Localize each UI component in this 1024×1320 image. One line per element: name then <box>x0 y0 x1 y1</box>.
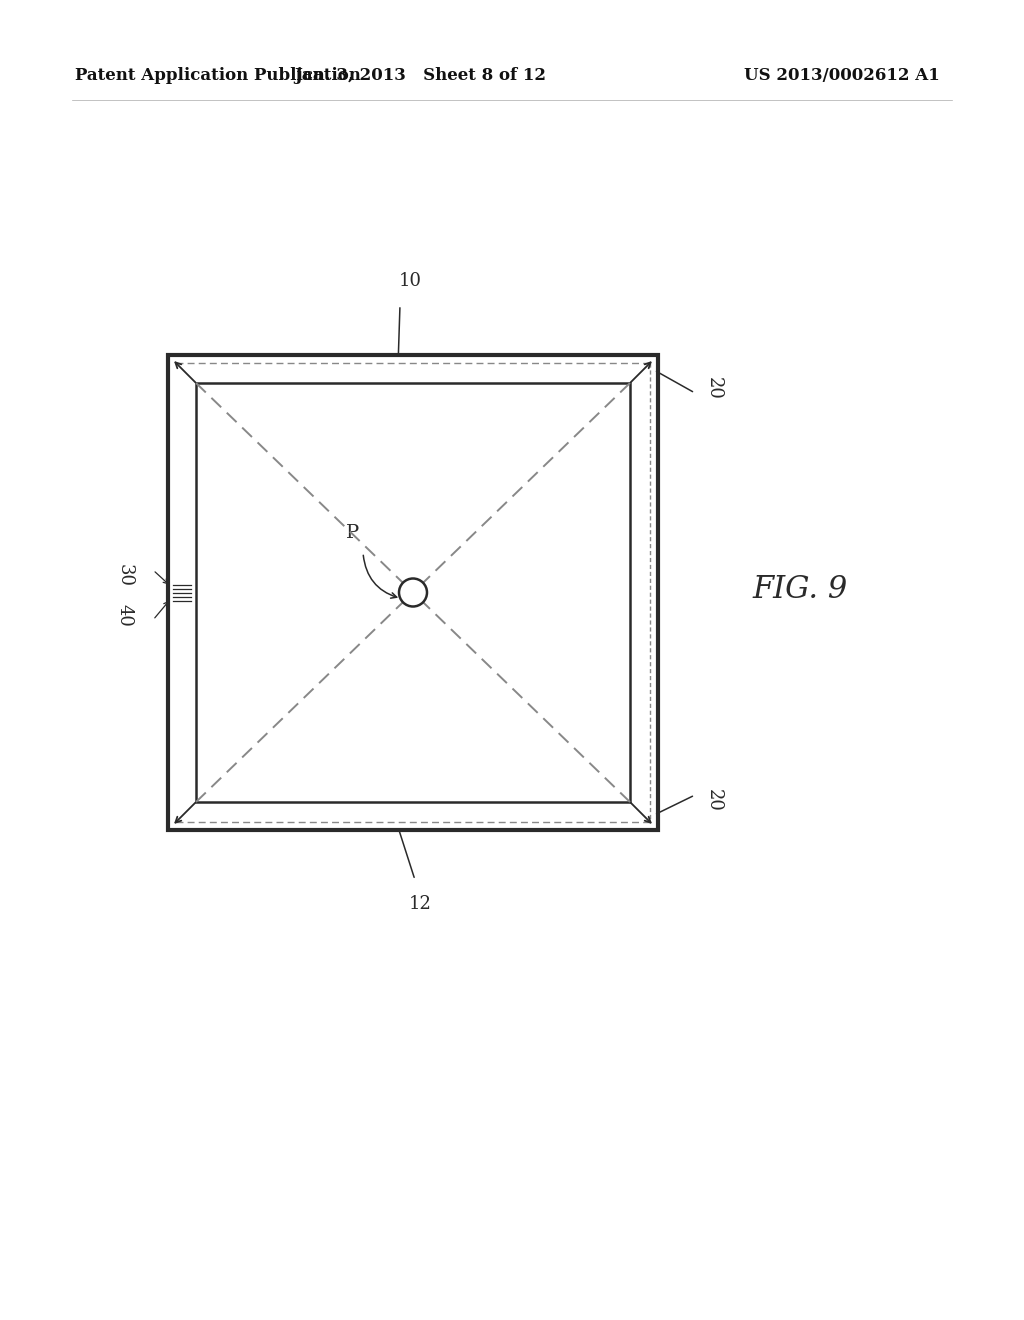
Text: 30: 30 <box>116 564 134 586</box>
Circle shape <box>399 578 427 606</box>
Text: Jan. 3, 2013   Sheet 8 of 12: Jan. 3, 2013 Sheet 8 of 12 <box>294 66 546 83</box>
Text: US 2013/0002612 A1: US 2013/0002612 A1 <box>744 66 940 83</box>
Text: 10: 10 <box>398 272 422 290</box>
Text: 40: 40 <box>116 603 134 627</box>
Text: 20: 20 <box>705 788 723 812</box>
Text: Patent Application Publication: Patent Application Publication <box>75 66 360 83</box>
Bar <box>168 355 658 830</box>
Text: P: P <box>346 524 359 541</box>
Text: 20: 20 <box>705 376 723 400</box>
Text: 12: 12 <box>409 895 431 913</box>
Text: FIG. 9: FIG. 9 <box>753 574 848 606</box>
Bar <box>196 383 630 803</box>
